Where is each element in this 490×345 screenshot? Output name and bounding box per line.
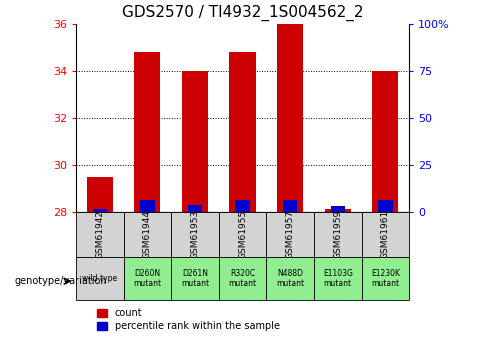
Bar — [314, 257, 362, 300]
Bar — [182, 71, 208, 212]
Text: genotype/variation: genotype/variation — [15, 276, 107, 286]
Bar — [229, 52, 256, 212]
Text: D260N
mutant: D260N mutant — [133, 269, 161, 288]
Text: GSM61961: GSM61961 — [381, 210, 390, 259]
Bar — [267, 212, 314, 257]
Text: GSM61959: GSM61959 — [333, 210, 342, 259]
Bar — [283, 200, 297, 212]
Text: E1103G
mutant: E1103G mutant — [323, 269, 353, 288]
Bar — [378, 200, 392, 212]
Bar — [123, 212, 171, 257]
Bar — [76, 257, 123, 300]
Bar — [171, 257, 219, 300]
Text: wild type: wild type — [82, 274, 117, 283]
Bar — [219, 257, 267, 300]
Bar — [76, 212, 123, 257]
Bar — [134, 52, 160, 212]
Text: E1230K
mutant: E1230K mutant — [371, 269, 400, 288]
Title: GDS2570 / TI4932_1S004562_2: GDS2570 / TI4932_1S004562_2 — [122, 5, 363, 21]
Bar — [171, 212, 219, 257]
Bar — [188, 205, 202, 212]
Text: GSM61953: GSM61953 — [191, 210, 199, 259]
Bar — [331, 206, 345, 212]
Text: D261N
mutant: D261N mutant — [181, 269, 209, 288]
Bar — [235, 200, 250, 212]
Bar — [362, 257, 409, 300]
Text: GSM61955: GSM61955 — [238, 210, 247, 259]
Bar — [325, 209, 351, 212]
Text: R320C
mutant: R320C mutant — [228, 269, 257, 288]
Text: N488D
mutant: N488D mutant — [276, 269, 304, 288]
Text: GSM61957: GSM61957 — [286, 210, 294, 259]
Bar — [87, 177, 113, 212]
Bar — [123, 257, 171, 300]
Legend: count, percentile rank within the sample: count, percentile rank within the sample — [98, 308, 280, 332]
Bar — [372, 71, 398, 212]
Bar — [362, 212, 409, 257]
Bar — [277, 24, 303, 212]
Text: GSM61942: GSM61942 — [95, 210, 104, 259]
Bar — [219, 212, 267, 257]
Bar — [314, 212, 362, 257]
Bar — [140, 200, 154, 212]
Bar — [93, 209, 107, 212]
Bar — [267, 257, 314, 300]
Text: GSM61944: GSM61944 — [143, 210, 152, 259]
